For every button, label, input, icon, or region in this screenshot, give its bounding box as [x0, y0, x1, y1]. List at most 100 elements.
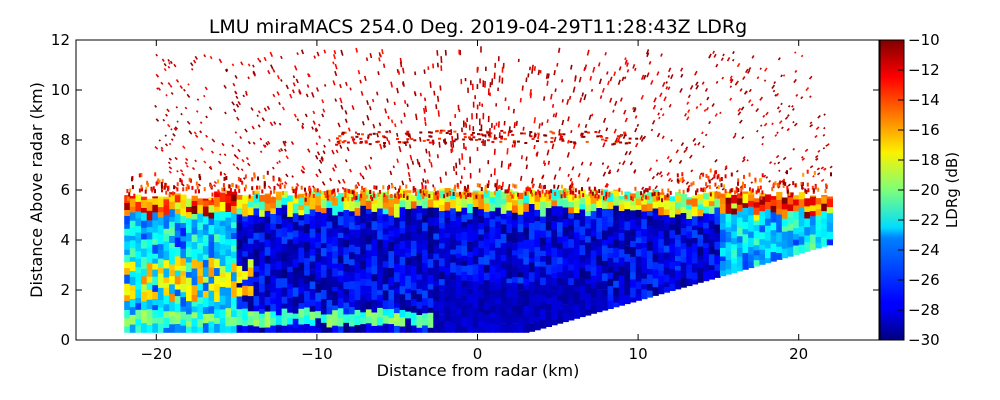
sparse-echo-mark — [366, 100, 369, 106]
sparse-echo-mark — [359, 172, 363, 177]
heatmap-cell — [534, 193, 541, 195]
heatmap-cell — [287, 271, 294, 278]
cloud-top-cell — [382, 185, 385, 190]
heatmap-cell — [163, 233, 170, 242]
heatmap-cell — [242, 262, 249, 272]
heatmap-cell — [169, 257, 176, 265]
heatmap-cell — [646, 274, 654, 284]
heatmap-cell — [365, 228, 373, 235]
heatmap-cell — [371, 211, 378, 222]
heatmap-cell — [770, 235, 777, 244]
cloud-top-cell — [817, 187, 820, 192]
sparse-echo-mark — [168, 170, 172, 174]
sparse-echo-mark — [546, 119, 549, 123]
heatmap-cell — [337, 289, 344, 299]
heatmap-cell — [686, 278, 693, 287]
heatmap-cell — [697, 260, 704, 268]
heatmap-cell — [129, 220, 136, 228]
cloud-top-cell — [708, 185, 711, 189]
heatmap-cell — [320, 298, 328, 309]
heatmap-cell — [242, 285, 249, 296]
heatmap-cell — [270, 248, 277, 254]
heatmap-cell — [253, 248, 260, 258]
cloud-top-cell — [598, 189, 601, 194]
cloud-top-cell — [165, 190, 168, 195]
sparse-echo-mark — [183, 88, 186, 92]
cloud-top-cell — [158, 179, 161, 184]
heatmap-cell — [500, 219, 507, 225]
heatmap-cell — [169, 242, 176, 249]
heatmap-cell — [371, 312, 378, 318]
cloud-top-cell — [761, 173, 764, 178]
sparse-echo-mark — [257, 57, 260, 61]
sparse-echo-mark — [356, 181, 361, 187]
heatmap-cell — [602, 300, 609, 311]
sparse-echo-mark — [751, 55, 755, 59]
heatmap-cell — [540, 284, 547, 291]
heatmap-cell — [197, 283, 204, 291]
heatmap-cell — [225, 302, 232, 309]
heatmap-cell — [731, 214, 738, 225]
heatmap-cell — [568, 315, 575, 321]
sparse-echo-mark — [234, 131, 238, 134]
heatmap-cell — [208, 251, 215, 258]
sparse-echo-mark — [820, 178, 825, 183]
sparse-echo-mark — [293, 113, 297, 118]
heatmap-cell — [315, 247, 322, 254]
upper-layer-cell — [551, 131, 555, 134]
heatmap-cell — [646, 283, 654, 291]
heatmap-cell — [388, 289, 395, 300]
heatmap-cell — [512, 282, 519, 289]
sparse-echo-mark — [628, 150, 632, 156]
heatmap-cell — [562, 265, 569, 272]
cloud-top-cell — [593, 186, 596, 191]
sparse-echo-mark — [586, 49, 590, 56]
heatmap-cell — [275, 310, 283, 316]
heatmap-cell — [731, 231, 738, 239]
sparse-echo-mark — [648, 60, 652, 65]
heatmap-cell — [540, 237, 547, 247]
heatmap-cell — [455, 192, 462, 198]
heatmap-cell — [292, 236, 299, 245]
heatmap-cell — [247, 276, 254, 287]
heatmap-cell — [697, 215, 704, 222]
sparse-echo-mark — [415, 113, 418, 121]
sparse-echo-mark — [203, 94, 206, 98]
cloud-top-cell — [578, 190, 581, 195]
heatmap-cell — [270, 236, 277, 242]
heatmap-cell — [219, 225, 226, 235]
heatmap-cell — [135, 297, 142, 304]
heatmap-cell — [472, 298, 479, 309]
heatmap-cell — [613, 190, 620, 197]
sparse-echo-mark — [369, 106, 372, 111]
sparse-echo-mark — [815, 158, 818, 161]
heatmap-cell — [478, 306, 485, 312]
heatmap-cell — [225, 325, 232, 333]
cloud-top-cell — [757, 186, 760, 190]
sparse-echo-mark — [179, 85, 183, 89]
heatmap-cell — [568, 229, 575, 240]
sparse-echo-mark — [436, 154, 439, 159]
sparse-echo-mark — [558, 134, 562, 141]
heatmap-cell — [495, 298, 502, 305]
cloud-top-cell — [319, 190, 322, 194]
sparse-echo-mark — [681, 179, 686, 184]
heatmap-cell — [174, 193, 181, 196]
cloud-top-cell — [600, 191, 603, 195]
cloud-top-cell — [525, 187, 528, 192]
cloud-top-cell — [244, 174, 247, 179]
heatmap-cell — [135, 251, 142, 259]
heatmap-cell — [231, 297, 238, 306]
heatmap-cell — [163, 317, 170, 328]
cloud-top-cell — [359, 196, 362, 201]
heatmap-cell — [489, 259, 496, 266]
heatmap-cell — [551, 247, 558, 258]
heatmap-cell — [360, 323, 367, 333]
heatmap-cell — [500, 191, 507, 199]
sparse-echo-mark — [623, 109, 627, 115]
cloud-top-cell — [245, 184, 247, 189]
sparse-echo-mark — [792, 147, 796, 151]
heatmap-cell — [275, 194, 283, 201]
heatmap-cell — [371, 255, 378, 266]
heatmap-cell — [416, 233, 423, 244]
